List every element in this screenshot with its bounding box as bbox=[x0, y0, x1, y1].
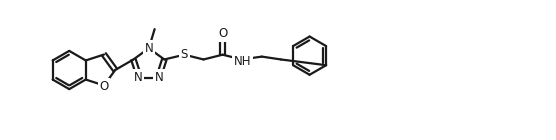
Text: O: O bbox=[100, 80, 108, 93]
Text: N: N bbox=[145, 42, 153, 55]
Text: O: O bbox=[218, 27, 227, 40]
Text: N: N bbox=[155, 71, 164, 84]
Text: S: S bbox=[181, 48, 188, 61]
Text: N: N bbox=[134, 71, 143, 84]
Text: NH: NH bbox=[234, 55, 251, 68]
